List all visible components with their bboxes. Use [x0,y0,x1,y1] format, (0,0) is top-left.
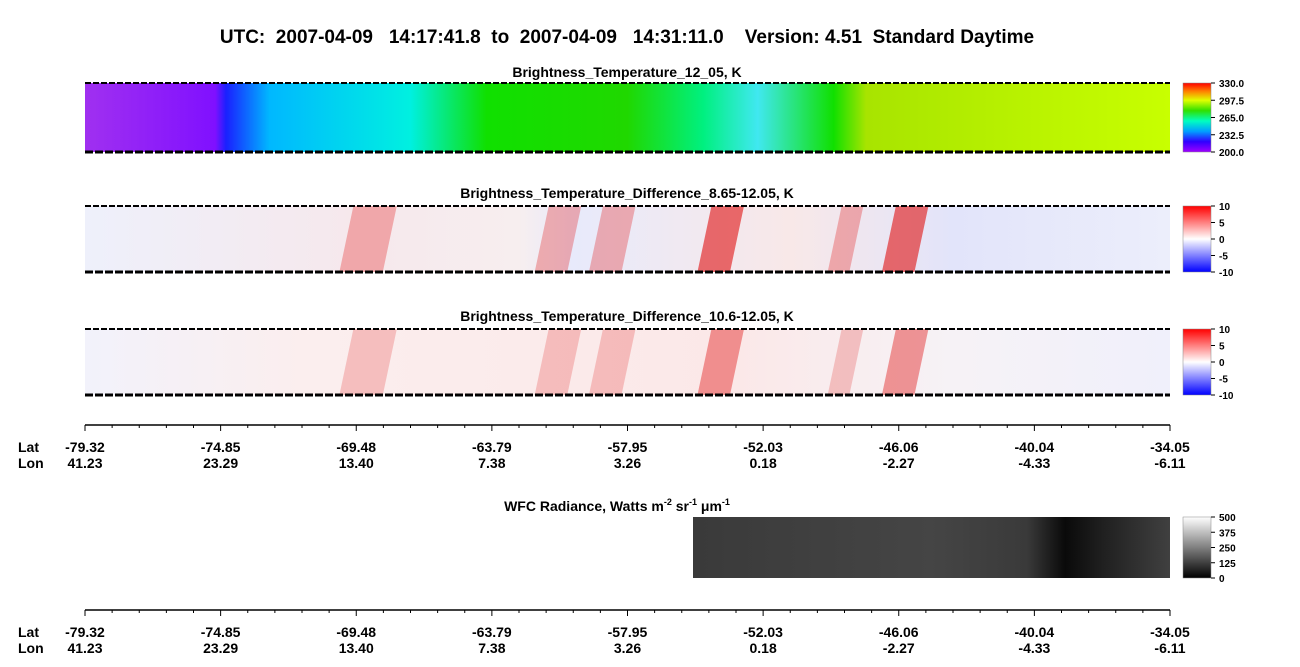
lat-value: -40.04 [1015,439,1055,455]
colorbar-label: 250 [1219,544,1236,555]
streak [827,206,864,272]
lon-value: 7.38 [478,455,505,471]
title-part: sr [672,498,690,514]
colorbar-label: 5 [1219,342,1225,353]
lat-value: -57.95 [608,624,648,640]
lat-value: -40.04 [1015,624,1055,640]
streak [534,206,582,272]
image [85,329,1170,395]
lat-value: -52.03 [743,439,783,455]
colorbar-label: 0 [1219,235,1225,246]
lon-label: Lon [18,640,44,656]
streak [881,206,929,272]
colorbar [1182,516,1212,579]
lat-value: -69.48 [336,439,376,455]
lon-label: Lon [18,455,44,471]
lon-value: -4.33 [1018,455,1050,471]
lat-value: -69.48 [336,624,376,640]
lon-value: -6.11 [1154,640,1185,656]
panel-title: Brightness_Temperature_Difference_8.65-1… [460,185,794,201]
superscript: -1 [689,497,697,507]
colorbar-label: -5 [1219,375,1228,386]
colorbar-label: -10 [1219,391,1234,402]
colorbar [1182,328,1212,396]
lon-value: 0.18 [750,640,777,656]
lon-value: 23.29 [203,455,238,471]
superscript: -2 [664,497,672,507]
colorbar-label: 375 [1219,528,1236,539]
streak [588,329,636,395]
lon-value: 41.23 [67,640,102,656]
lat-label: Lat [18,624,39,640]
colorbar-label: 0 [1219,358,1225,369]
lat-value: -46.06 [879,439,919,455]
lon-value: 13.40 [339,455,374,471]
superscript: -1 [722,497,730,507]
lon-value: -2.27 [883,640,915,656]
lon-value: 0.18 [750,455,777,471]
streak [339,329,397,395]
lon-value: -6.11 [1154,455,1185,471]
colorbar-label: -5 [1219,252,1228,263]
colorbar-label: 10 [1219,202,1231,213]
streak [697,206,744,272]
lon-value: -2.27 [883,455,915,471]
image [85,83,1170,152]
lon-value: 23.29 [203,640,238,656]
lat-value: -57.95 [608,439,648,455]
colorbar-label: 500 [1219,513,1236,524]
colorbar [1182,205,1212,273]
colorbar-label: 330.0 [1219,79,1244,90]
colorbar-label: 200.0 [1219,148,1244,159]
streak [588,206,636,272]
lon-value: 3.26 [614,455,641,471]
lat-value: -34.05 [1150,624,1190,640]
colorbar-label: 125 [1219,559,1236,570]
panel-title: Brightness_Temperature_Difference_10.6-1… [460,308,794,324]
lat-value: -34.05 [1150,439,1190,455]
colorbar-label: 10 [1219,325,1231,336]
lon-value: 13.40 [339,640,374,656]
streak [534,329,582,395]
image [693,517,1170,578]
streak [697,329,744,395]
lat-value: -74.85 [201,624,241,640]
streak [827,329,864,395]
colorbar-label: 5 [1219,219,1225,230]
streak [881,329,929,395]
colorbar-label: 0 [1219,574,1225,585]
colorbar-label: 232.5 [1219,131,1244,142]
panel-title: Brightness_Temperature_12_05, K [512,64,741,80]
lat-value: -63.79 [472,624,512,640]
colorbar-label: -10 [1219,268,1234,279]
lat-label: Lat [18,439,39,455]
lon-value: 41.23 [67,455,102,471]
title-part: WFC Radiance, Watts m [504,498,664,514]
page-title: UTC: 2007-04-09 14:17:41.8 to 2007-04-09… [220,27,1034,48]
lon-value: -4.33 [1018,640,1050,656]
panel-title: WFC Radiance, Watts m-2 sr-1 μm-1 [504,497,730,514]
lat-value: -74.85 [201,439,241,455]
lat-value: -63.79 [472,439,512,455]
colorbar-label: 297.5 [1219,96,1244,107]
lat-value: -46.06 [879,624,919,640]
lat-value: -79.32 [65,439,105,455]
lon-value: 7.38 [478,640,505,656]
lat-value: -79.32 [65,624,105,640]
image [85,206,1170,272]
colorbar-label: 265.0 [1219,114,1244,125]
title-part: μm [697,498,722,514]
streak [339,206,397,272]
lat-value: -52.03 [743,624,783,640]
lon-value: 3.26 [614,640,641,656]
colorbar [1182,82,1212,153]
